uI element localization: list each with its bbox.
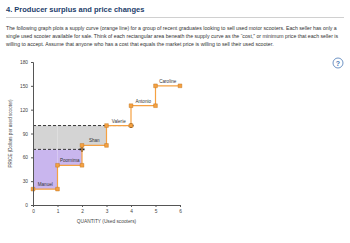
y-axis-title: PRICE (Dollars per used scooter) [8,99,13,168]
x-tick-mark [82,205,83,207]
y-tick-mark [31,205,33,206]
x-tick: 0 [32,205,35,214]
surplus-area [58,149,83,165]
divider [6,17,344,18]
supply-point[interactable] [80,163,84,167]
supply-curve [33,86,180,189]
x-tick: 3 [106,205,109,214]
y-tick: 60 [23,155,33,160]
surplus-area [82,126,107,146]
seller-label: Shan [89,138,100,143]
y-tick: 0 [25,203,33,208]
plot-area [31,84,182,191]
x-tick-mark [131,205,132,207]
supply-point[interactable] [129,124,133,128]
y-tick: 150 [20,84,33,89]
y-tick: 30 [23,179,33,184]
surplus-area [58,126,83,150]
y-tick-label: 60 [23,155,29,160]
x-tick: 2 [81,205,84,214]
y-tick-mark [31,110,33,111]
seller-label: Caroline [159,79,177,84]
y-tick: 90 [23,132,33,137]
supply-point[interactable] [154,84,158,88]
x-tick-label: 3 [106,209,109,214]
x-axis-title: QUANTITY (Used scooters) [77,219,137,224]
supply-point[interactable] [154,104,158,108]
x-tick-mark [156,205,157,207]
y-tick-label: 150 [20,84,28,89]
price-marker[interactable] [128,123,133,128]
heading: 4. Producer surplus and price changes [6,5,144,14]
seller-label: Poornima [60,158,80,163]
x-tick-mark [58,205,59,207]
x-tick-mark [107,205,108,207]
x-tick: 6 [179,205,182,214]
x-tick: 5 [155,205,158,214]
x-tick-label: 5 [155,209,158,214]
help-icon[interactable]: ? [333,58,343,68]
y-tick-label: 120 [20,108,28,113]
y-tick-mark [31,134,33,135]
x-axis: 0 1 2 3 4 5 6 [32,205,182,214]
x-tick-label: 2 [81,209,84,214]
y-tick-mark [31,181,33,182]
supply-point[interactable] [56,163,60,167]
surplus-area [33,126,58,150]
y-tick-mark [31,157,33,158]
y-tick-mark [31,62,33,63]
help-circle[interactable] [333,58,343,68]
surplus-area [33,149,58,189]
y-tick: 180 [20,60,33,65]
y-axis: 0 30 60 90 120 150 180 [20,60,34,208]
y-tick-label: 30 [23,179,29,184]
x-axis-line [34,206,181,208]
supply-point[interactable] [80,144,84,148]
supply-point[interactable] [178,84,182,88]
supply-point[interactable] [105,124,109,128]
y-tick-label: 0 [25,203,28,208]
x-tick-label: 6 [179,209,182,214]
x-tick-label: 1 [57,209,60,214]
supply-point[interactable] [56,187,60,191]
y-tick-label: 180 [20,60,28,65]
x-tick-mark [180,205,181,207]
x-tick: 1 [57,205,60,214]
chart: ? Manuel Poornima Shan Valerie Antonio Carolin… [0,0,350,243]
seller-label: Manuel [38,182,53,187]
y-tick: 120 [20,108,33,113]
y-tick-label: 90 [23,132,29,137]
x-tick: 4 [130,205,133,214]
x-tick-label: 0 [32,209,35,214]
supply-point[interactable] [129,104,133,108]
x-tick-label: 4 [130,209,133,214]
seller-label: Antonio [135,99,151,104]
supply-point[interactable] [105,144,109,148]
paragraph: The following graph plots a supply curve… [6,24,342,48]
price-line [33,149,82,150]
seller-label: Valerie [112,119,126,124]
y-axis-line [31,63,34,206]
help-text[interactable]: ? [336,60,340,67]
y-tick-mark [31,86,33,87]
